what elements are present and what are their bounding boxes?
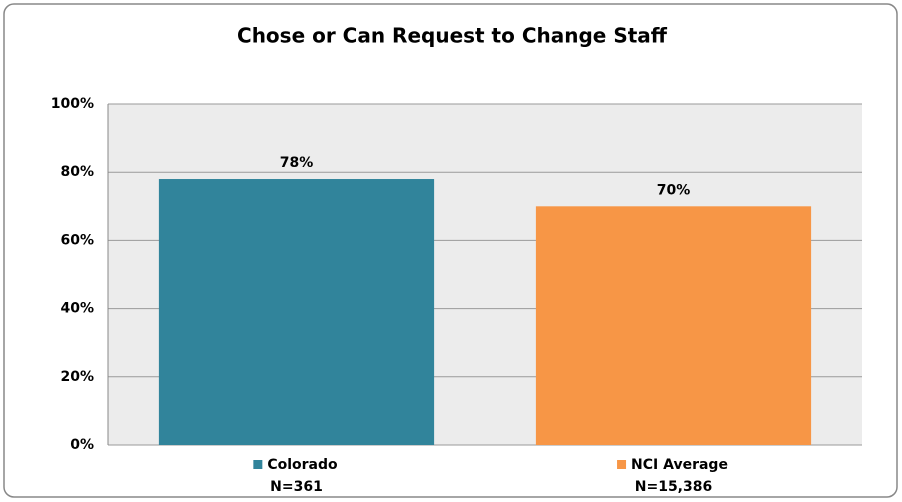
bar xyxy=(158,179,435,445)
value-label: 78% xyxy=(280,155,314,171)
y-tick-label: 100% xyxy=(51,96,94,112)
y-tick-label: 60% xyxy=(60,232,94,248)
category-note: N=15,386 xyxy=(635,479,712,495)
value-label: 70% xyxy=(657,182,691,198)
y-tick-label: 80% xyxy=(60,164,94,180)
legend-swatch xyxy=(617,460,627,469)
y-tick-label: 20% xyxy=(60,369,94,385)
chart-title: Chose or Can Request to Change Staff xyxy=(237,24,668,48)
x-tick-label: NCI Average xyxy=(631,457,728,473)
x-tick-label: Colorado xyxy=(267,457,338,473)
legend-swatch xyxy=(253,460,263,469)
category-note: N=361 xyxy=(270,479,323,495)
y-tick-label: 40% xyxy=(60,301,94,317)
bar xyxy=(535,206,812,445)
y-tick-label: 0% xyxy=(70,437,94,453)
